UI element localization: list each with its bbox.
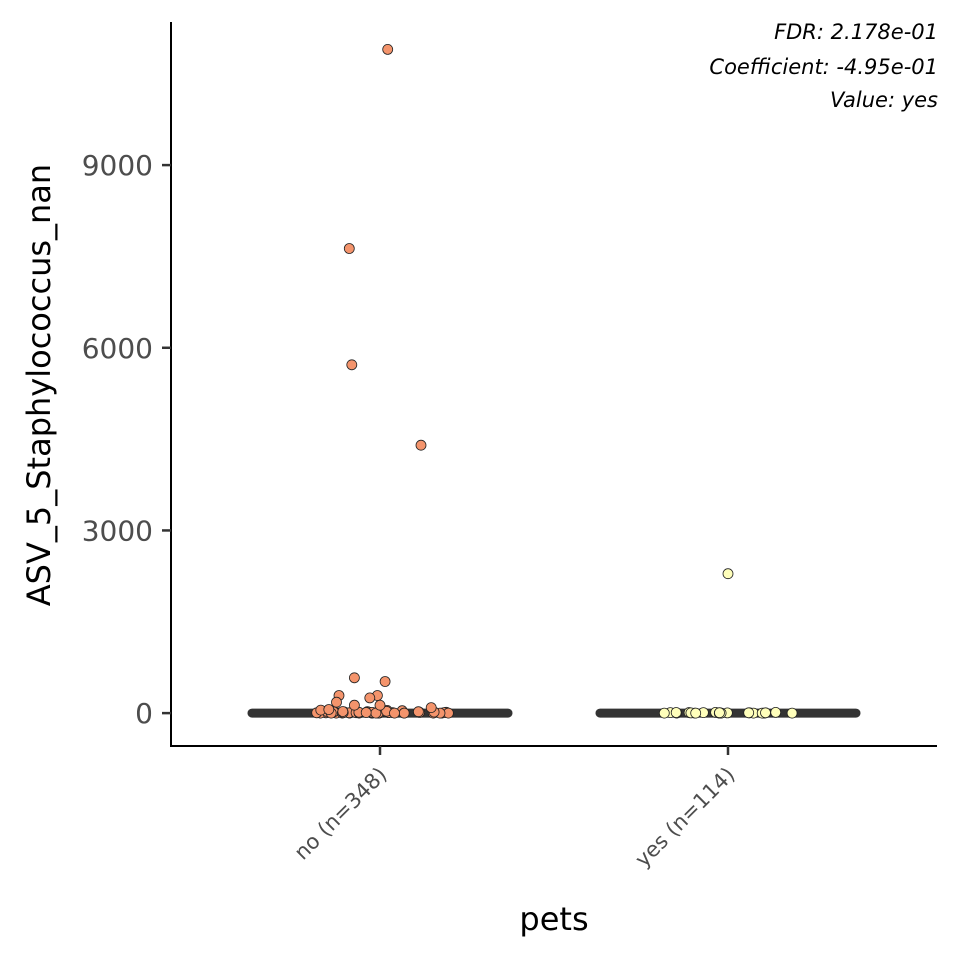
outlier-point bbox=[348, 699, 360, 711]
series-group bbox=[247, 44, 513, 719]
y-axis-title: ASV_5_Staphylococcus_nan bbox=[20, 164, 58, 606]
value-annotation: Value: yes bbox=[830, 88, 938, 112]
coefficient-annotation: Coefficient: -4.95e-01 bbox=[709, 55, 938, 79]
x-tick-label: yes (n=114) bbox=[630, 763, 739, 872]
x-axis-ticks: no (n=348) yes (n=114) bbox=[290, 746, 740, 872]
data-point bbox=[398, 707, 410, 719]
data-point bbox=[690, 707, 702, 719]
outlier-point bbox=[348, 672, 360, 684]
data-point bbox=[670, 707, 682, 718]
y-tick-label: 3000 bbox=[82, 514, 153, 547]
outlier-point bbox=[379, 676, 391, 687]
plot-area bbox=[247, 44, 861, 719]
outlier-point bbox=[364, 692, 376, 704]
outlier-point bbox=[415, 439, 427, 451]
y-tick-label: 6000 bbox=[82, 332, 153, 365]
outlier-point bbox=[343, 243, 355, 254]
outlier-point bbox=[374, 699, 386, 711]
x-axis-title: pets bbox=[519, 900, 588, 938]
x-tick-label: no (n=348) bbox=[290, 763, 392, 865]
fdr-annotation: FDR: 2.178e-01 bbox=[774, 20, 938, 44]
series-group bbox=[595, 568, 861, 719]
outlier-point bbox=[722, 568, 734, 580]
y-tick-label: 0 bbox=[135, 697, 153, 730]
data-point bbox=[770, 707, 782, 718]
outlier-point bbox=[331, 696, 342, 708]
data-point bbox=[389, 707, 400, 719]
data-point bbox=[760, 707, 771, 719]
data-point bbox=[743, 707, 755, 719]
outlier-point bbox=[425, 702, 437, 713]
outlier-point bbox=[323, 704, 335, 715]
data-point bbox=[658, 707, 670, 719]
outlier-point bbox=[346, 359, 358, 371]
y-tick-label: 9000 bbox=[82, 149, 153, 182]
data-point bbox=[786, 707, 798, 719]
data-point bbox=[360, 707, 372, 718]
outlier-point bbox=[382, 44, 394, 55]
data-point bbox=[412, 706, 424, 718]
data-point bbox=[714, 707, 725, 719]
y-axis-ticks: 0 3000 6000 9000 bbox=[82, 149, 171, 730]
data-point bbox=[337, 706, 349, 717]
